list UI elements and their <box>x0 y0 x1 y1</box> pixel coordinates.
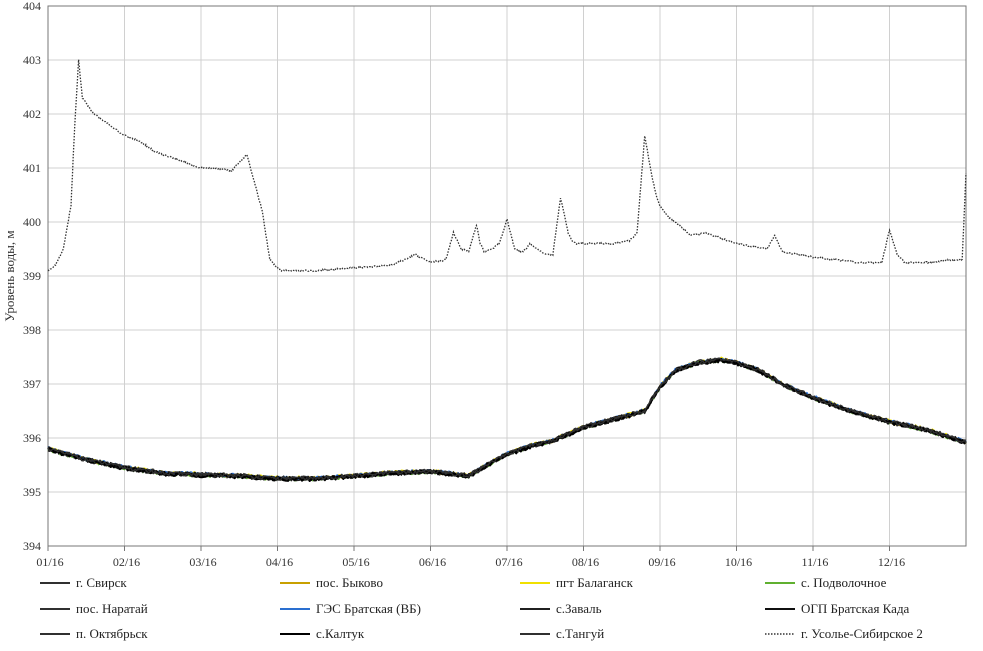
y-tick-label: 402 <box>23 107 41 121</box>
legend: г. Свирск пос. Быково пгт Балаганск с. Подв… <box>40 575 923 641</box>
legend-label: пос. Быково <box>316 575 383 590</box>
y-axis-ticks: 394 395 396 397 398 399 400 401 402 403 404 <box>23 0 41 553</box>
y-axis-label: Уровень воды, м <box>2 230 17 321</box>
legend-label: с.Заваль <box>556 601 602 616</box>
x-tick-label: 09/16 <box>648 555 675 569</box>
x-tick-label: 11/16 <box>802 555 829 569</box>
y-tick-label: 397 <box>23 377 41 391</box>
x-tick-label: 07/16 <box>495 555 522 569</box>
series-line-usolye <box>47 59 967 273</box>
y-tick-label: 399 <box>23 269 41 283</box>
x-tick-label: 01/16 <box>36 555 63 569</box>
x-tick-label: 04/16 <box>266 555 293 569</box>
legend-label: г. Свирск <box>76 575 127 590</box>
y-tick-label: 394 <box>23 539 41 553</box>
y-tick-label: 396 <box>23 431 41 445</box>
x-tick-label: 10/16 <box>725 555 752 569</box>
x-tick-label: 12/16 <box>878 555 905 569</box>
series-line-11 <box>47 357 967 481</box>
y-tick-label: 404 <box>23 0 41 13</box>
x-axis-ticks: 01/16 02/16 03/16 04/16 05/16 06/16 07/16 08/16… <box>36 546 905 569</box>
x-tick-label: 03/16 <box>189 555 216 569</box>
y-tick-label: 398 <box>23 323 41 337</box>
legend-label: с.Калтук <box>316 626 365 641</box>
legend-label: пос. Наратай <box>76 601 148 616</box>
legend-label: с. Подволочное <box>801 575 887 590</box>
x-tick-label: 02/16 <box>113 555 140 569</box>
legend-label: п. Октябрьск <box>76 626 148 641</box>
legend-label: ОГП Братская Када <box>801 601 910 616</box>
x-tick-label: 08/16 <box>572 555 599 569</box>
y-tick-label: 400 <box>23 215 41 229</box>
legend-label: ГЭС Братская (ВБ) <box>316 601 421 616</box>
x-tick-label: 06/16 <box>419 555 446 569</box>
x-tick-label: 05/16 <box>342 555 369 569</box>
legend-label: г. Усолье-Сибирское 2 <box>801 626 923 641</box>
legend-label: пгт Балаганск <box>556 575 634 590</box>
legend-label: с.Тангуй <box>556 626 604 641</box>
y-tick-label: 403 <box>23 53 41 67</box>
series-layer <box>47 59 967 482</box>
y-tick-label: 401 <box>23 161 41 175</box>
y-tick-label: 395 <box>23 485 41 499</box>
series-line-10 <box>47 357 967 482</box>
